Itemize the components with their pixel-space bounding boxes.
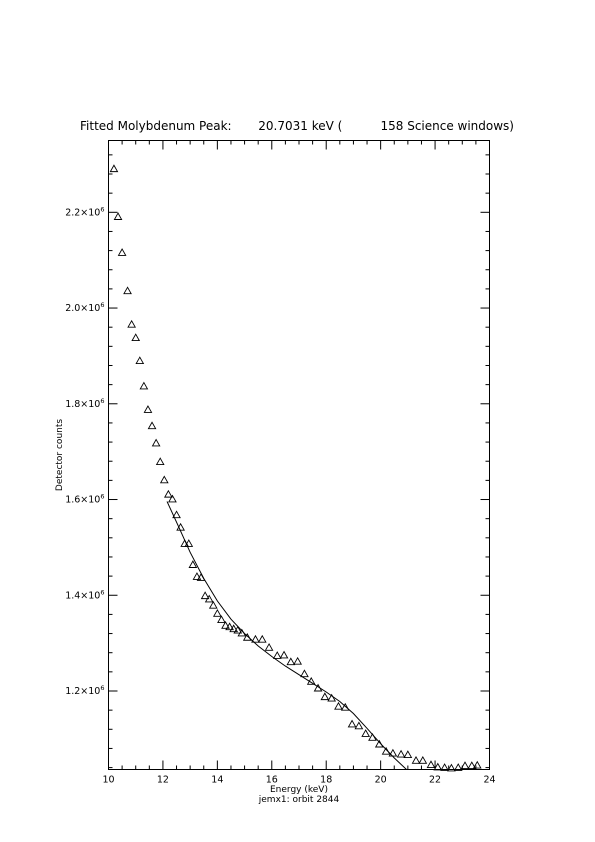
data-point [151,438,161,447]
y-axis-label: Detector counts [55,419,65,491]
data-point [123,286,132,295]
data-point [320,692,330,701]
x-tick-label: 12 [157,775,169,786]
data-point [184,539,194,547]
data-point [172,510,181,519]
x-tick-label: 20 [375,775,387,786]
data-point [286,657,296,666]
data-point [426,760,436,769]
x-tick-label: 18 [320,775,332,786]
chart-title: Fitted Molybdenum Peak: 20.7031 keV ( 15… [80,119,514,133]
y-tick-label: 2.2×106 [65,205,104,218]
data-point [327,693,337,702]
x-axis-label: Energy (keV) [270,785,328,795]
data-point [135,356,145,365]
data-point [221,620,230,629]
data-point [200,591,210,600]
y-tick-label: 1.2×106 [65,684,104,697]
data-point [139,381,149,390]
data-point [388,748,398,757]
data-point [257,634,267,643]
data-point [440,763,449,771]
data-point [208,600,218,609]
fit-curve [166,501,407,770]
data-point [347,719,357,728]
chart-subtitle: jemx1: orbit 2844 [258,795,340,805]
data-point [300,669,309,678]
data-point [418,755,428,764]
plot-series [109,164,482,772]
data-point [188,560,198,568]
data-point [164,489,173,498]
data-point [460,761,470,769]
data-point [192,572,202,580]
y-tick-label: 2.0×106 [65,301,104,314]
x-tick-label: 24 [483,775,495,786]
data-point [155,457,165,466]
data-point [264,642,274,651]
data-point [212,609,222,617]
data-point [117,248,127,256]
y-axis-ticks: 1.2×106 1.4×106 1.6×106 1.8×106 2.0×106 2.2×1… [65,154,490,769]
data-point [467,761,477,769]
data-point [396,749,406,758]
data-point [143,405,153,413]
data-point [293,656,303,665]
x-tick-label: 22 [429,775,441,786]
data-point [229,624,239,633]
data-point [340,702,350,711]
data-point [159,475,169,484]
data-point [403,750,413,758]
data-point [251,634,260,643]
data-point [272,651,282,659]
data-point [168,494,177,503]
y-tick-label: 1.8×106 [65,397,104,410]
data-point [131,333,141,342]
x-tick-label: 10 [102,775,114,786]
data-point [447,763,456,772]
data-point [147,421,157,430]
data-point [113,212,123,220]
data-point [411,755,421,764]
data-point [354,721,364,730]
data-point [217,615,226,623]
y-tick-label: 1.4×106 [65,588,104,601]
data-point [433,762,443,771]
data-point [453,763,463,771]
data-point [472,760,482,769]
data-point [204,594,214,603]
data-point [233,625,243,634]
data-point [361,729,371,737]
y-tick-label: 1.6×106 [65,493,104,506]
x-axis-ticks: 10 12 14 16 18 20 22 24 [102,140,496,786]
data-point [334,701,343,710]
data-point [279,650,289,659]
data-point [109,164,119,173]
data-point [225,622,234,631]
x-tick-label: 14 [211,775,223,786]
data-point [127,319,137,328]
x-tick-label: 16 [266,775,278,786]
